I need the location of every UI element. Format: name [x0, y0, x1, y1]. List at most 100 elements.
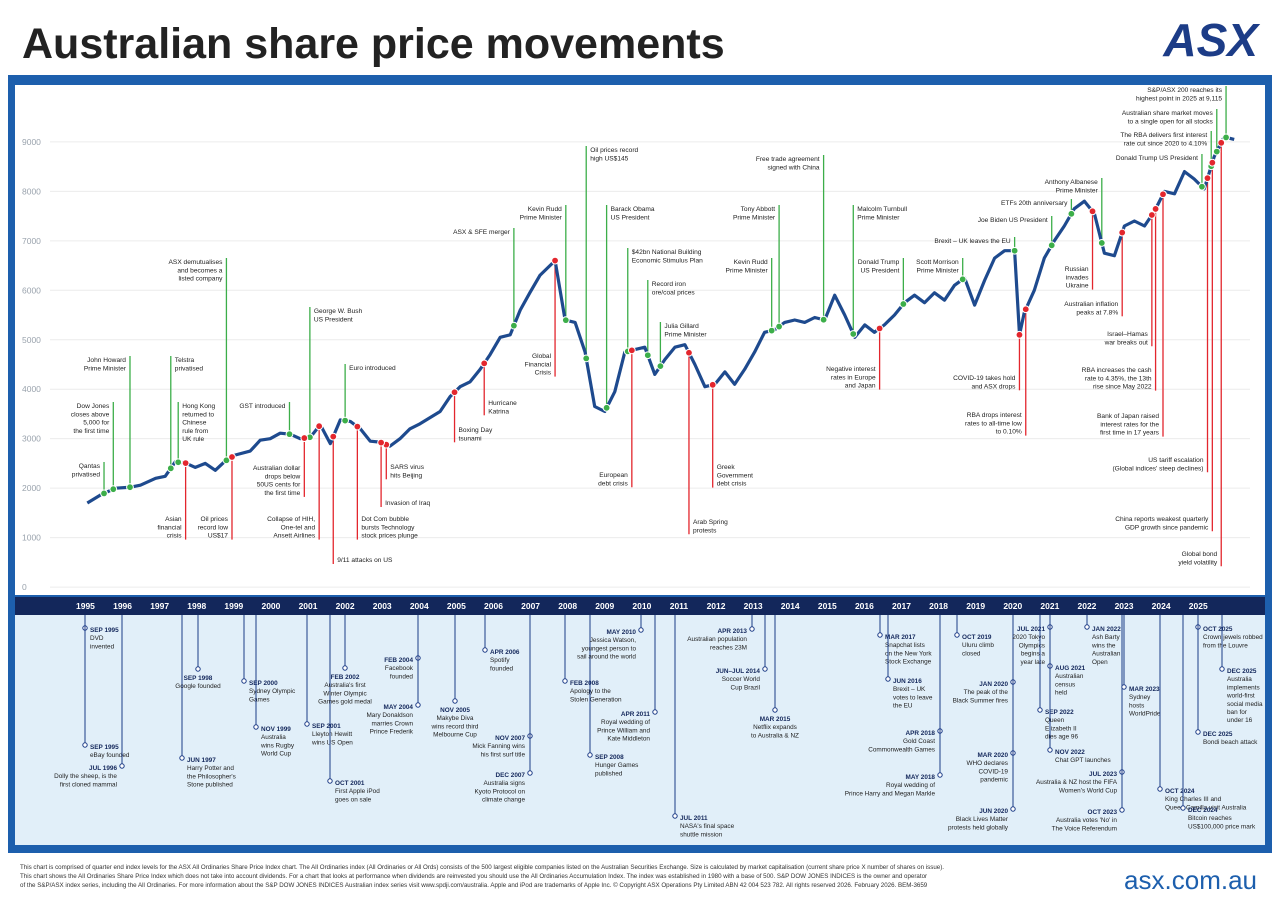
event-text: Australia [1227, 676, 1252, 683]
event-text: to Australia & NZ [751, 732, 799, 739]
event-label: Global bond yield volatility [1178, 551, 1218, 566]
event-label: China reports weakest quarterly GDP growt… [1115, 516, 1209, 531]
event-label-line: ASX demutualises [169, 259, 224, 266]
event-dot [1088, 207, 1097, 216]
event-text: Black Summer fires [953, 697, 1008, 704]
event-label: Tony Abbott Prime Minister [733, 206, 776, 221]
x-tick-label: 2012 [707, 601, 726, 611]
connector-dot [672, 813, 678, 819]
event-label-line: Government [717, 472, 753, 479]
event-label-line: crisis [167, 533, 183, 540]
event-label: Anthony Albanese Prime Minister [1045, 179, 1099, 194]
event-label-line: Hong Kong [182, 403, 215, 410]
event-label: Greek Government debt crisis [717, 464, 753, 488]
event-label: COVID-19 takes hold and ASX drops [953, 375, 1016, 390]
event-text: Dolly the sheep, is the [54, 773, 117, 780]
event-date: MAR 2020 [977, 752, 1008, 759]
event-label: Joe Biden US President [978, 217, 1048, 224]
event-dot [1118, 228, 1127, 237]
event-date: SEP 2022 [1045, 709, 1074, 716]
x-tick-label: 2019 [966, 601, 985, 611]
event-label-line: Oil prices [201, 516, 229, 523]
event-text: pandemic [980, 777, 1009, 784]
event-date: FEB 2004 [384, 657, 413, 664]
x-tick-label: 2023 [1115, 601, 1134, 611]
event-dot [450, 388, 459, 397]
event-date: JAN 2022 [1092, 626, 1121, 633]
event-label-line: One-tel and [281, 524, 316, 531]
event-label-line: Greek [717, 464, 736, 471]
connector-dot [749, 626, 755, 632]
connector-dot [1180, 805, 1186, 811]
event-label-line: US President [314, 316, 353, 323]
connector-dot [179, 755, 185, 761]
event-dot [1015, 330, 1024, 339]
event-text: Australia's first [324, 682, 366, 689]
event-date: MAY 2004 [384, 704, 414, 711]
event-dot [708, 380, 717, 389]
event-text: King Charles III and [1165, 796, 1222, 803]
event-label-line: Joe Biden US President [978, 217, 1048, 224]
event-dots [100, 133, 1230, 498]
event-text: Hunger Games [595, 762, 638, 769]
event-label-line: GST introduced [239, 403, 285, 410]
connector-dot [1219, 666, 1225, 672]
event-text: wins US Open [311, 739, 353, 746]
event-label: 9/11 attacks on US [337, 557, 393, 564]
event-label: Free trade agreement signed with China [756, 156, 820, 171]
event-label-line: yield volatility [1178, 559, 1218, 566]
connector-dot [452, 698, 458, 704]
event-date: APR 2006 [490, 649, 520, 656]
event-date: NOV 1999 [261, 726, 291, 733]
event-label-line: privatised [175, 365, 204, 372]
event-label: Euro introduced [349, 365, 396, 372]
event-dot [222, 456, 231, 465]
event-dot [1212, 147, 1221, 156]
timeline-event: JUL 2011 NASA's final space shuttle missio… [680, 815, 735, 838]
event-dot [480, 359, 489, 368]
event-text: Australia votes 'No' in [1056, 817, 1117, 824]
event-label-line: Dot Com bubble [361, 516, 409, 523]
x-tick-label: 2009 [595, 601, 614, 611]
event-date: SEP 2008 [595, 754, 624, 761]
event-label-line: war breaks out [1104, 339, 1148, 346]
event-text: ban for [1227, 709, 1248, 716]
event-text: Jessica Watson, [590, 637, 637, 644]
event-text: Bondi beach attack [1203, 739, 1258, 746]
timeline-event: SEP 1995 DVD invented [90, 627, 119, 650]
event-text: Lleyton Hewitt [312, 731, 352, 738]
event-label-line: closes above [71, 411, 110, 418]
x-tick-label: 2004 [410, 601, 429, 611]
connector-dot [885, 676, 891, 682]
event-text: Brexit – UK [893, 686, 926, 693]
event-label-line: Russian [1065, 266, 1089, 273]
connector-dot [1119, 807, 1125, 813]
event-label: Hurricane Katrina [488, 400, 517, 415]
event-label-line: 9/11 attacks on US [337, 557, 393, 564]
event-label: Collapse of HIH, One-tel and Ansett Airlin… [267, 516, 316, 540]
event-label-line: China reports weakest quarterly [1115, 516, 1209, 523]
connector-dot [937, 772, 943, 778]
event-text: Bitcoin reaches [1188, 815, 1232, 822]
y-tick-label: 3000 [22, 434, 41, 444]
event-text: invented [90, 643, 115, 650]
event-text: DVD [90, 635, 104, 642]
event-dot [643, 351, 652, 360]
event-label-line: stock prices plunge [361, 533, 418, 540]
event-label: George W. Bush US President [314, 308, 363, 323]
timeline-event: JAN 2020 The peak of the Black Summer fire… [953, 681, 1009, 704]
x-tick-label: 2022 [1077, 601, 1096, 611]
year-labels: 1995 1996 1997 1998 1999 2000 2001 2002 2003 2004… [76, 601, 1208, 611]
event-dot [899, 300, 908, 308]
x-tick-label: 2010 [632, 601, 651, 611]
event-text: Facebook [385, 665, 414, 672]
event-label-line: US President [860, 267, 899, 274]
event-dot [767, 326, 776, 335]
connector-dot [762, 666, 768, 672]
x-tick-label: 1997 [150, 601, 169, 611]
event-label-line: (Global indices' steep declines) [1112, 465, 1203, 472]
y-tick-label: 4000 [22, 384, 41, 394]
event-label-line: peaks at 7.8% [1076, 309, 1118, 316]
event-text: hosts [1129, 702, 1144, 709]
